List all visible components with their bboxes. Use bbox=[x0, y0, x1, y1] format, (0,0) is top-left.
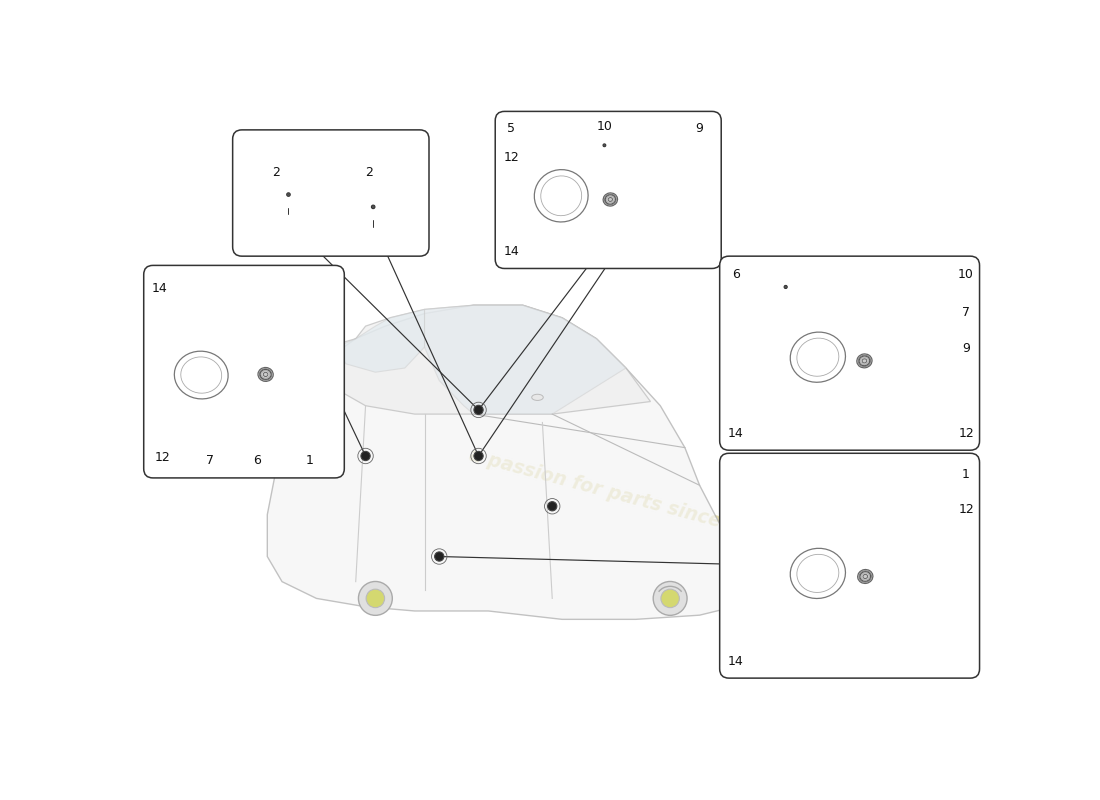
Text: 7: 7 bbox=[206, 454, 213, 467]
Text: 12: 12 bbox=[958, 503, 974, 517]
Circle shape bbox=[785, 286, 786, 288]
Text: 14: 14 bbox=[504, 245, 519, 258]
Text: 5: 5 bbox=[507, 122, 515, 134]
Circle shape bbox=[474, 406, 483, 414]
FancyBboxPatch shape bbox=[719, 454, 979, 678]
FancyBboxPatch shape bbox=[144, 266, 344, 478]
Bar bbox=[739, 537, 748, 544]
FancyBboxPatch shape bbox=[495, 111, 722, 269]
Circle shape bbox=[361, 451, 371, 461]
Circle shape bbox=[434, 552, 444, 561]
Circle shape bbox=[474, 451, 483, 461]
Ellipse shape bbox=[864, 574, 868, 578]
Polygon shape bbox=[267, 305, 759, 619]
Ellipse shape bbox=[260, 369, 272, 380]
Text: 9: 9 bbox=[962, 342, 970, 355]
Circle shape bbox=[372, 205, 375, 209]
Circle shape bbox=[287, 194, 289, 195]
Circle shape bbox=[548, 502, 557, 511]
Text: 9: 9 bbox=[695, 122, 703, 134]
Ellipse shape bbox=[605, 194, 616, 205]
Text: 12: 12 bbox=[154, 451, 170, 464]
Text: 14: 14 bbox=[152, 282, 167, 294]
Ellipse shape bbox=[263, 372, 268, 377]
Text: 12: 12 bbox=[504, 151, 519, 164]
Text: 14: 14 bbox=[728, 427, 744, 440]
Ellipse shape bbox=[858, 570, 873, 583]
Text: 2: 2 bbox=[272, 166, 279, 179]
Text: 2: 2 bbox=[365, 166, 373, 179]
Circle shape bbox=[372, 206, 374, 208]
Text: 6: 6 bbox=[732, 268, 739, 281]
Ellipse shape bbox=[605, 195, 615, 204]
Text: a passion for parts since 1985: a passion for parts since 1985 bbox=[466, 446, 779, 546]
Ellipse shape bbox=[860, 572, 870, 582]
Text: 7: 7 bbox=[962, 306, 970, 319]
Text: 10: 10 bbox=[958, 268, 974, 281]
Ellipse shape bbox=[608, 198, 613, 202]
FancyBboxPatch shape bbox=[232, 130, 429, 256]
FancyBboxPatch shape bbox=[719, 256, 979, 450]
Text: 12: 12 bbox=[958, 427, 974, 440]
Text: 6: 6 bbox=[253, 454, 261, 467]
Circle shape bbox=[287, 193, 290, 196]
Circle shape bbox=[661, 589, 680, 608]
Ellipse shape bbox=[859, 356, 870, 366]
Polygon shape bbox=[425, 305, 626, 414]
Ellipse shape bbox=[603, 193, 617, 206]
Ellipse shape bbox=[857, 354, 872, 368]
Circle shape bbox=[653, 582, 688, 615]
Text: 1: 1 bbox=[962, 468, 970, 482]
Text: 14: 14 bbox=[728, 655, 744, 668]
Ellipse shape bbox=[862, 358, 867, 363]
Ellipse shape bbox=[531, 394, 543, 401]
Circle shape bbox=[366, 589, 385, 608]
Circle shape bbox=[604, 145, 605, 146]
Text: 1: 1 bbox=[306, 454, 313, 467]
Circle shape bbox=[359, 582, 393, 615]
Circle shape bbox=[784, 286, 788, 289]
Ellipse shape bbox=[859, 570, 871, 582]
Text: 10: 10 bbox=[596, 120, 613, 133]
Polygon shape bbox=[337, 310, 425, 372]
Ellipse shape bbox=[261, 370, 271, 379]
Ellipse shape bbox=[258, 367, 273, 382]
Ellipse shape bbox=[858, 355, 871, 366]
Polygon shape bbox=[317, 305, 650, 414]
Circle shape bbox=[603, 144, 606, 146]
